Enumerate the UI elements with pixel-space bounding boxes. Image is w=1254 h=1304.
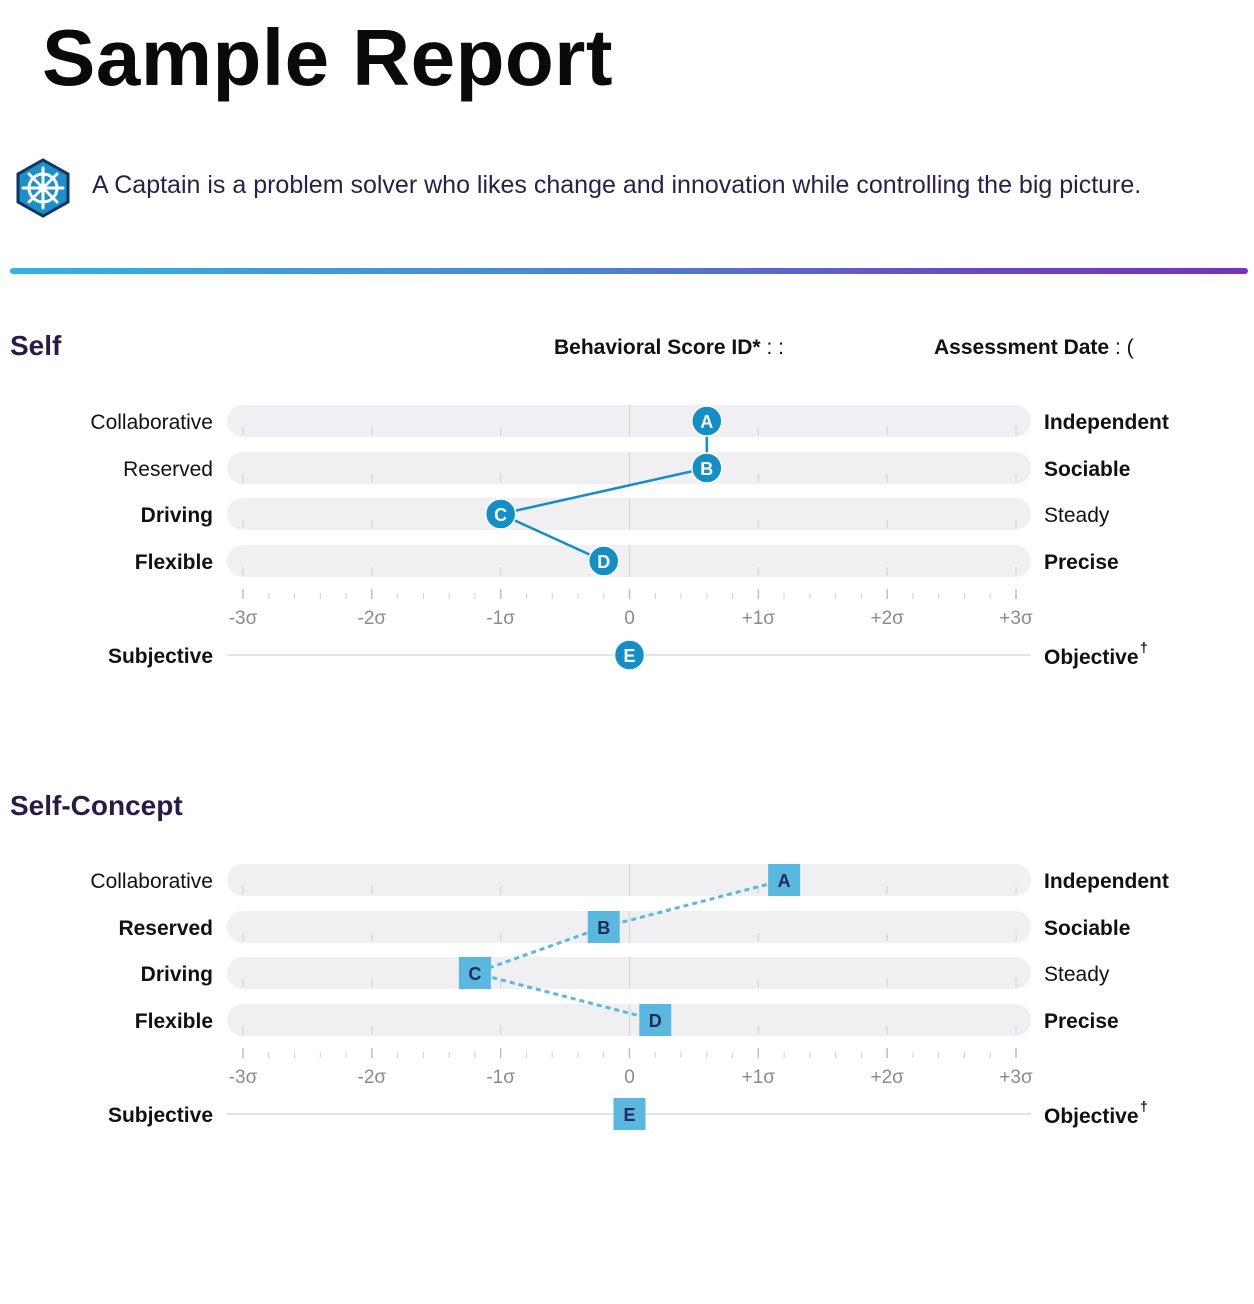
marker-label-a: A xyxy=(778,871,791,891)
marker-label-e: E xyxy=(623,1105,635,1125)
x-tick-label: -2σ xyxy=(358,608,387,629)
left-label-b: Reserved xyxy=(123,458,213,481)
x-tick-label: +2σ xyxy=(870,1067,904,1088)
marker-a xyxy=(691,405,723,437)
x-tick-label: +1σ xyxy=(742,608,776,629)
marker-label-a: A xyxy=(700,412,713,432)
right-label-d: Precise xyxy=(1044,551,1119,574)
left-label-b: Reserved xyxy=(118,917,213,940)
self-chart: Collaborative Independent Reserved Sociable… xyxy=(90,405,1169,671)
marker-label-d: D xyxy=(597,552,610,572)
marker-a xyxy=(768,864,801,896)
x-tick-label: +2σ xyxy=(870,608,904,629)
right-label-e: Objective xyxy=(1044,1105,1139,1128)
assessment-date-field: Assessment Date : ( xyxy=(934,336,1134,360)
left-label-d: Flexible xyxy=(135,1010,213,1033)
dagger-mark: † xyxy=(1140,639,1148,655)
marker-d xyxy=(587,545,620,577)
ship-wheel-icon xyxy=(16,158,70,218)
score-id-label: Behavioral Score ID* xyxy=(554,336,761,359)
x-tick-label: -3σ xyxy=(229,608,258,629)
x-tick-label: +3σ xyxy=(999,608,1033,629)
score-id-field: Behavioral Score ID* : : xyxy=(554,336,784,360)
marker-b xyxy=(587,911,620,943)
marker-b xyxy=(691,452,723,484)
x-tick-label: +1σ xyxy=(742,1067,776,1088)
marker-c xyxy=(458,957,491,989)
left-label-e: Subjective xyxy=(108,1104,213,1127)
marker-d xyxy=(639,1004,672,1036)
right-label-c: Steady xyxy=(1044,963,1110,986)
left-label-c: Driving xyxy=(141,963,213,986)
marker-label-c: C xyxy=(494,505,507,525)
x-tick-label: 0 xyxy=(624,608,635,629)
marker-label-b: B xyxy=(700,459,713,479)
marker-e xyxy=(613,1098,646,1130)
connector-line xyxy=(603,878,785,929)
left-label-a: Collaborative xyxy=(90,870,213,893)
left-label-e: Subjective xyxy=(108,645,213,668)
right-label-e: Objective xyxy=(1044,646,1139,669)
marker-label-c: C xyxy=(468,964,481,984)
right-label-b: Sociable xyxy=(1044,917,1130,940)
left-label-d: Flexible xyxy=(135,551,213,574)
x-tick-label: -1σ xyxy=(486,608,515,629)
marker-label-b: B xyxy=(597,918,610,938)
connector-line xyxy=(474,925,605,975)
connector-line xyxy=(500,466,708,516)
report-title: Sample Report xyxy=(42,13,614,102)
intro-text: A Captain is a problem solver who likes … xyxy=(92,171,1142,199)
marker-e xyxy=(613,639,646,671)
left-label-c: Driving xyxy=(141,504,213,527)
right-label-c: Steady xyxy=(1044,504,1110,527)
right-label-a: Independent xyxy=(1044,870,1169,893)
connector-line xyxy=(474,971,656,1022)
section-title-self-concept: Self-Concept xyxy=(10,790,183,821)
marker-label-e: E xyxy=(623,646,635,666)
x-tick-label: 0 xyxy=(624,1067,635,1088)
right-label-b: Sociable xyxy=(1044,458,1130,481)
x-tick-label: -1σ xyxy=(486,1067,515,1088)
connector-line xyxy=(500,512,605,563)
x-tick-label: -3σ xyxy=(229,1067,258,1088)
right-label-a: Independent xyxy=(1044,411,1169,434)
assessment-date-value: : ( xyxy=(1114,336,1134,359)
x-tick-label: +3σ xyxy=(999,1067,1033,1088)
score-id-value: : : xyxy=(766,336,784,359)
section-title-self: Self xyxy=(10,330,62,361)
gradient-divider xyxy=(10,268,1248,274)
dagger-mark: † xyxy=(1140,1098,1148,1114)
right-label-d: Precise xyxy=(1044,1010,1119,1033)
marker-c xyxy=(484,498,517,530)
left-label-a: Collaborative xyxy=(90,411,213,434)
assessment-date-label: Assessment Date xyxy=(934,336,1110,359)
x-tick-label: -2σ xyxy=(358,1067,387,1088)
marker-label-d: D xyxy=(649,1011,662,1031)
self-concept-chart: Collaborative Independent Reserved Sociable… xyxy=(90,864,1169,1130)
